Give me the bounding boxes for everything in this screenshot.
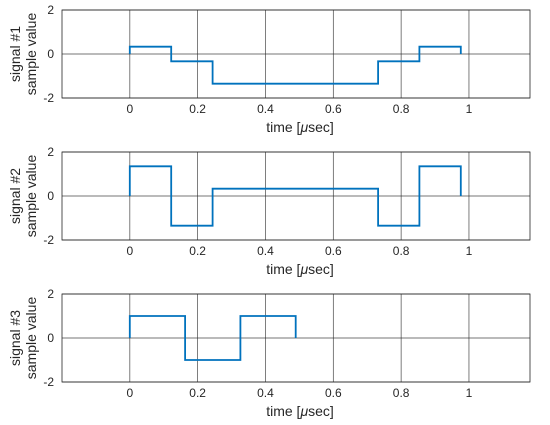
- x-axis-label: time [μsec]: [266, 119, 334, 135]
- x-tick-label: 0: [126, 244, 133, 258]
- subplot-2: 0 0.2 0.4 0.6 0.8 1 -2 0 2 time [μsec] signal #2 sa…: [7, 145, 531, 277]
- x-tick-label: 0.2: [189, 244, 206, 258]
- x-tick-label: 0: [126, 386, 133, 400]
- x-tick-label: 1: [466, 386, 473, 400]
- y-tick-label: 2: [47, 3, 54, 17]
- signal-line: [128, 165, 462, 227]
- y-tick-label: -2: [43, 233, 54, 247]
- x-tick-label: 0.6: [325, 244, 342, 258]
- y-tick-label: -2: [43, 375, 54, 389]
- axes-box: [61, 293, 531, 383]
- x-tick-label: 1: [466, 102, 473, 116]
- axes-box: [61, 9, 531, 99]
- x-tick-label: 0.4: [257, 386, 274, 400]
- x-tick-label: 0.2: [189, 386, 206, 400]
- subplot-3: 0 0.2 0.4 0.6 0.8 1 -2 0 2 time [μsec] signal #3 sa…: [7, 287, 531, 419]
- signal-line: [128, 315, 297, 361]
- y-tick-label: 2: [47, 287, 54, 301]
- signal-line: [128, 45, 462, 85]
- x-tick-label: 0.4: [257, 244, 274, 258]
- x-tick-label: 0.6: [325, 102, 342, 116]
- x-tick-label: 0.8: [393, 102, 410, 116]
- y-tick-label: 0: [47, 47, 54, 61]
- x-tick-label: 1: [466, 244, 473, 258]
- y-tick-label: -2: [43, 91, 54, 105]
- y-axis-label-line1: signal #3: [7, 310, 23, 366]
- x-tick-label: 0.2: [189, 102, 206, 116]
- y-tick-label: 2: [47, 145, 54, 159]
- x-axis-label: time [μsec]: [266, 403, 334, 419]
- x-tick-label: 0.6: [325, 386, 342, 400]
- subplot-1: 0 0.2 0.4 0.6 0.8 1 -2 0 2 time [μsec] signal #1 sa…: [7, 3, 531, 135]
- x-axis-label: time [μsec]: [266, 261, 334, 277]
- y-tick-label: 0: [47, 189, 54, 203]
- x-tick-label: 0.4: [257, 102, 274, 116]
- x-tick-label: 0: [126, 102, 133, 116]
- x-tick-label: 0.8: [393, 244, 410, 258]
- y-axis-label-line2: sample value: [23, 297, 39, 380]
- y-axis-label-line1: signal #2: [7, 168, 23, 224]
- y-axis-label-line1: signal #1: [7, 26, 23, 82]
- axes-box: [61, 151, 531, 241]
- x-tick-label: 0.8: [393, 386, 410, 400]
- y-axis-label-line2: sample value: [23, 13, 39, 96]
- y-tick-label: 0: [47, 331, 54, 345]
- y-axis-label-line2: sample value: [23, 155, 39, 238]
